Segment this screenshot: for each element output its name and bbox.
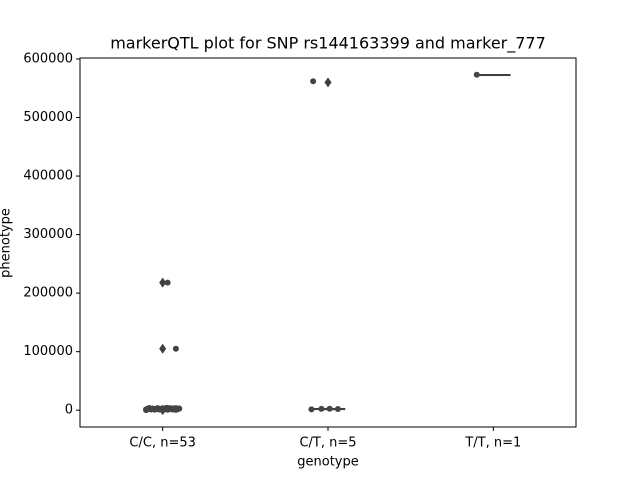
flier [324, 77, 332, 88]
point [308, 406, 315, 413]
point [154, 406, 161, 413]
point [176, 405, 183, 412]
y-axis-label: phenotype [0, 208, 14, 278]
point [164, 279, 171, 286]
plot-frame [79, 57, 577, 428]
x-axis-label: genotype [297, 455, 358, 470]
point [171, 405, 178, 412]
y-tick-label: 300000 [23, 227, 73, 242]
x-tick-label: T/T, n=1 [464, 436, 521, 451]
y-tick-label: 200000 [23, 286, 73, 301]
y-tick-label: 0 [65, 403, 73, 418]
point [172, 345, 179, 352]
point [310, 78, 317, 85]
point [162, 405, 169, 412]
point [326, 405, 333, 412]
flier [159, 343, 167, 354]
point [473, 71, 480, 78]
y-tick-label: 400000 [23, 169, 73, 184]
point [146, 405, 153, 412]
y-tick-label: 100000 [23, 344, 73, 359]
x-tick-label: C/T, n=5 [299, 436, 356, 451]
point [318, 405, 325, 412]
flier [159, 277, 167, 288]
y-tick-label: 500000 [23, 110, 73, 125]
y-tick-label: 600000 [23, 51, 73, 66]
point [334, 406, 341, 413]
chart-title: markerQTL plot for SNP rs144163399 and m… [110, 34, 546, 54]
x-tick-label: C/C, n=53 [129, 436, 195, 451]
